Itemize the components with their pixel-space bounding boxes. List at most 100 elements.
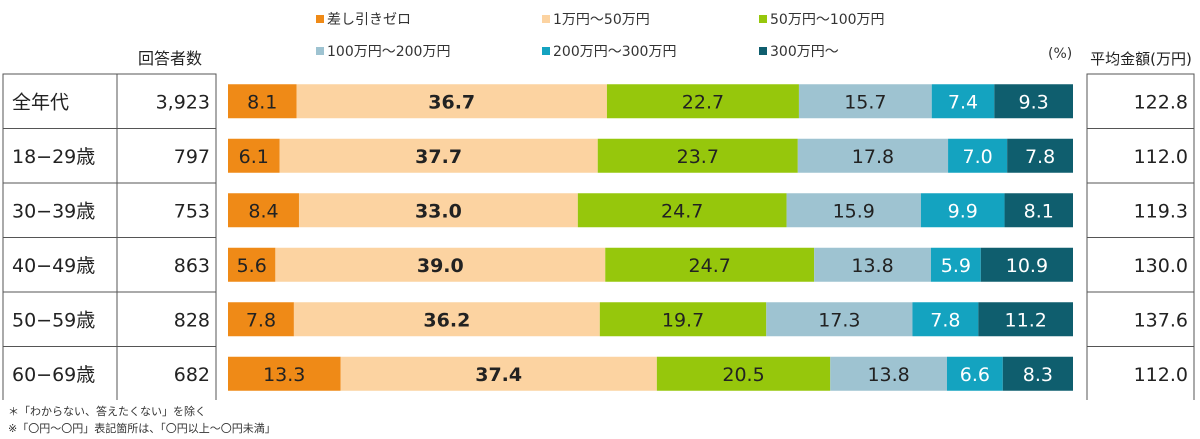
- bar-segment: [920, 193, 1005, 228]
- bar-segment: [978, 302, 1073, 337]
- data-label: 5.9: [941, 255, 971, 277]
- data-label: 6.6: [960, 364, 990, 386]
- data-label: 36.7: [428, 91, 475, 113]
- legend-swatch: [542, 15, 550, 23]
- average-value: 137.6: [1134, 309, 1188, 331]
- data-label: 20.5: [722, 364, 764, 386]
- bar-segment: [948, 138, 1008, 173]
- data-label: 6.1: [239, 146, 269, 168]
- data-label: 24.7: [661, 200, 703, 222]
- data-label: 8.1: [1024, 200, 1054, 222]
- bar-segment: [994, 84, 1073, 119]
- bar-segment: [597, 138, 798, 173]
- legend-swatch: [316, 15, 324, 23]
- bar-segment: [275, 247, 606, 282]
- bar-segment: [1002, 356, 1073, 391]
- average-value: 119.3: [1134, 200, 1188, 222]
- average-value: 130.0: [1134, 255, 1188, 277]
- data-label: 10.9: [1006, 255, 1048, 277]
- bar-segment: [797, 138, 949, 173]
- bar-segment: [228, 138, 280, 173]
- bar-segment: [228, 193, 299, 228]
- legend-label: 50万円〜100万円: [770, 12, 885, 28]
- data-label: 7.8: [1025, 146, 1055, 168]
- data-label: 13.8: [867, 364, 909, 386]
- legend-label: 300万円〜: [770, 44, 839, 60]
- respondent-count: 3,923: [156, 91, 210, 113]
- data-label: 13.8: [851, 255, 893, 277]
- data-label: 37.7: [415, 146, 462, 168]
- footnote-1: ＊「わからない、答えたくない」を除く: [8, 405, 206, 418]
- data-label: 15.7: [844, 91, 886, 113]
- bar-segment: [606, 84, 799, 119]
- stacked-bar-chart: 差し引きゼロ 1万円〜50万円 50万円〜100万円 100万円〜200万円 200万円…: [2, 12, 1195, 400]
- bar-segment: [228, 84, 297, 119]
- category-label: 60−69歳: [12, 364, 95, 386]
- bar-segment: [912, 302, 979, 337]
- respondent-count: 828: [174, 309, 210, 331]
- data-label: 37.4: [475, 364, 522, 386]
- category-label: 18−29歳: [12, 146, 95, 168]
- bar-segment: [1007, 138, 1073, 173]
- average-value: 122.8: [1134, 91, 1188, 113]
- data-label: 9.9: [948, 200, 978, 222]
- data-label: 11.2: [1005, 309, 1047, 331]
- bar-segment: [1004, 193, 1073, 228]
- data-label: 5.6: [237, 255, 267, 277]
- average-header: 平均金額(万円): [1090, 50, 1192, 68]
- data-label: 7.4: [948, 91, 978, 113]
- data-label: 9.3: [1019, 91, 1049, 113]
- bar-segment: [946, 356, 1003, 391]
- bar-segment: [228, 302, 294, 337]
- unit-label: (%): [1048, 46, 1072, 62]
- footnote-2: ※「〇円〜〇円」表記箇所は、「〇円以上〜〇円未満」: [8, 422, 276, 435]
- average-value: 112.0: [1134, 146, 1188, 168]
- data-label: 33.0: [415, 200, 462, 222]
- data-label: 17.3: [818, 309, 860, 331]
- legend-label: 200万円〜300万円: [553, 44, 676, 60]
- bar-segment: [577, 193, 787, 228]
- bar-segment: [340, 356, 657, 391]
- legend-swatch: [759, 47, 767, 55]
- bar-segment: [786, 193, 921, 228]
- bar-segment: [293, 302, 600, 337]
- bar-segment: [766, 302, 913, 337]
- bar-segment: [599, 302, 767, 337]
- bar-segment: [228, 247, 276, 282]
- data-label: 7.8: [246, 309, 276, 331]
- respondent-count: 682: [174, 364, 210, 386]
- data-label: 7.8: [930, 309, 960, 331]
- data-label: 23.7: [677, 146, 719, 168]
- respondent-count: 753: [174, 200, 210, 222]
- data-label: 39.0: [417, 255, 464, 277]
- respondent-count: 797: [174, 146, 210, 168]
- bar-segment: [931, 84, 995, 119]
- data-label: 19.7: [662, 309, 704, 331]
- bar-segment: [296, 84, 607, 119]
- bar-segment: [980, 247, 1073, 282]
- data-label: 7.0: [963, 146, 993, 168]
- bar-segment: [279, 138, 598, 173]
- bar-segment: [605, 247, 815, 282]
- respondent-count: 863: [174, 255, 210, 277]
- bar-segment: [830, 356, 947, 391]
- category-label: 50−59歳: [12, 309, 95, 331]
- bar-segment: [930, 247, 981, 282]
- data-label: 8.1: [247, 91, 277, 113]
- data-label: 8.3: [1023, 364, 1053, 386]
- legend-label: 100万円〜200万円: [327, 44, 450, 60]
- average-value: 112.0: [1134, 364, 1188, 386]
- category-label: 40−49歳: [12, 255, 95, 277]
- data-label: 24.7: [689, 255, 731, 277]
- bar-segment: [798, 84, 932, 119]
- legend-label: 1万円〜50万円: [553, 12, 650, 28]
- bar-segment: [228, 356, 341, 391]
- legend-swatch: [316, 47, 324, 55]
- legend-swatch: [542, 47, 550, 55]
- bar-segment: [298, 193, 578, 228]
- bar-segment: [656, 356, 831, 391]
- data-label: 36.2: [423, 309, 470, 331]
- data-label: 15.9: [833, 200, 875, 222]
- category-label: 全年代: [12, 91, 69, 113]
- bar-segment: [814, 247, 931, 282]
